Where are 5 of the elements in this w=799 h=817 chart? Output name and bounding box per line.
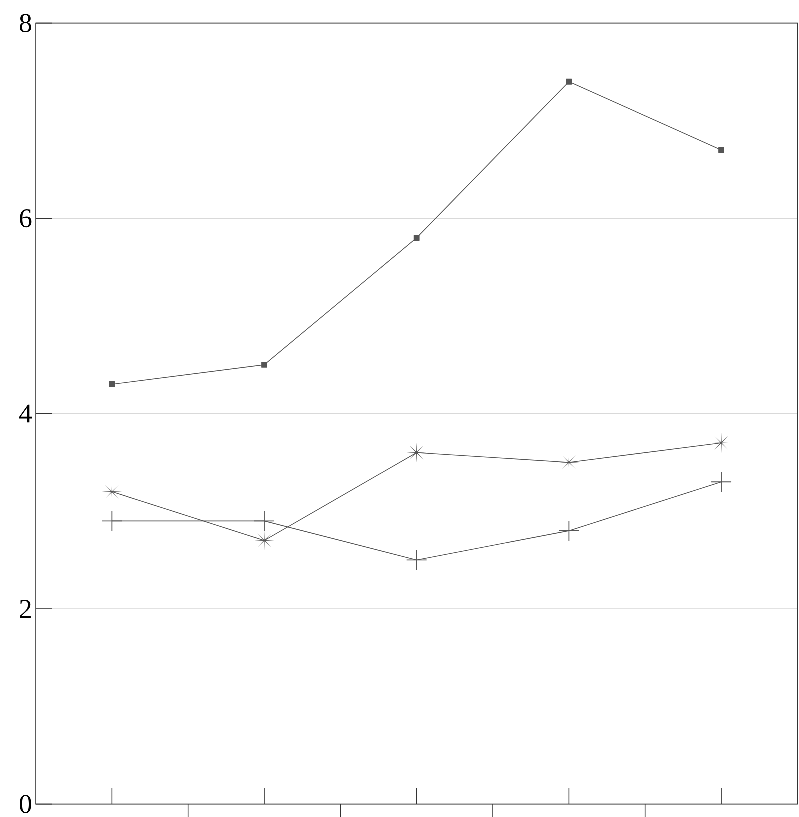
y-tick-label: 4 [20, 404, 32, 423]
y-tick-label: 2 [20, 600, 31, 618]
y-tick-label: 8 [20, 14, 32, 32]
y-tick-label: 0 [20, 795, 32, 814]
y-tick-label: 6 [20, 209, 32, 228]
